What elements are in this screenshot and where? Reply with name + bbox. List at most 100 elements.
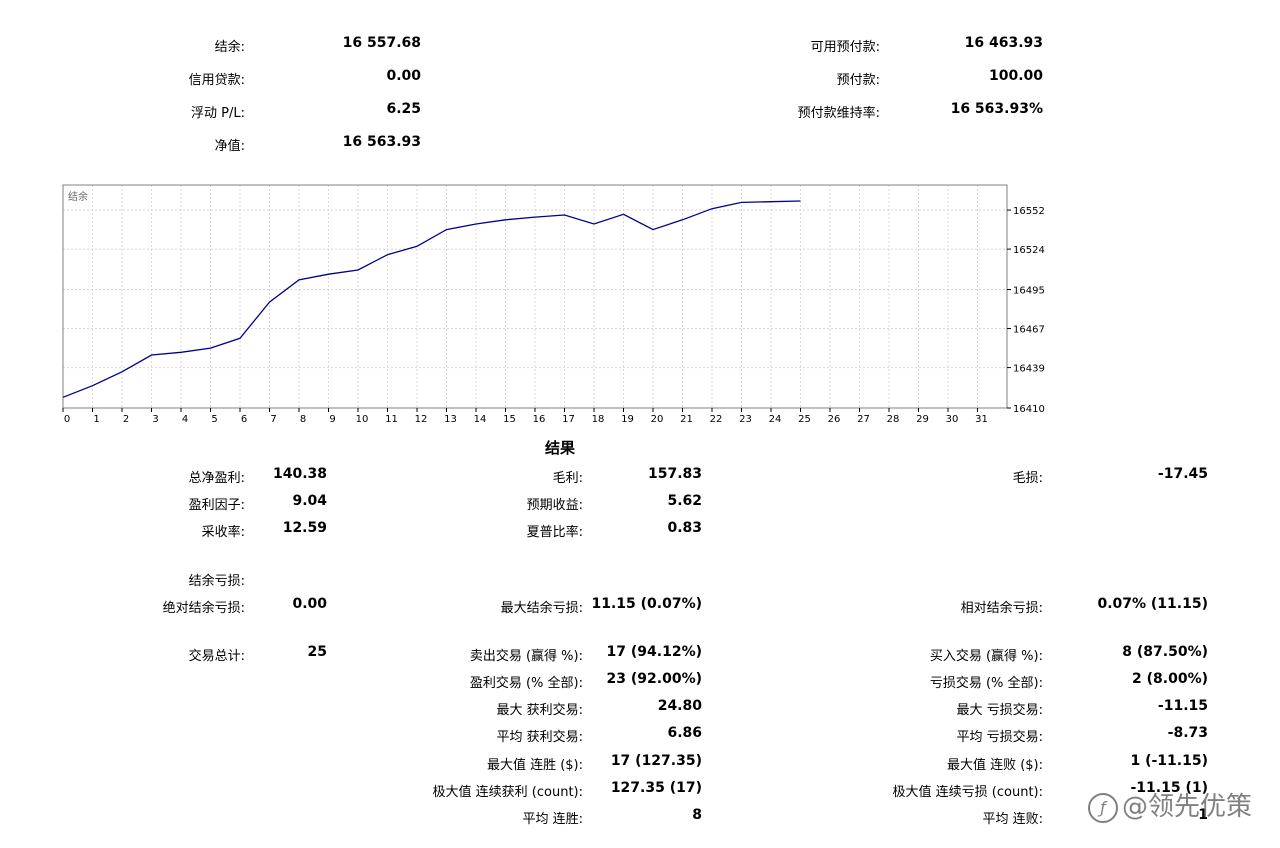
x-axis: 0 1 2 3 4 5 6 7 8 9 10 11 12 13 14 15 16 17 18 19 20 21 22 23 24… <box>62 408 988 425</box>
y-tick-label: 16439 <box>1013 364 1045 375</box>
largest-loss-trade-value: -11.15 <box>1157 698 1208 714</box>
x-tick-label: 8 <box>300 414 306 425</box>
max-balance-drawdown-value: 11.15 (0.07%) <box>591 596 702 612</box>
free-margin-label: 可用预付款: <box>810 40 880 55</box>
credit-value: 0.00 <box>386 68 421 84</box>
total-trades-label: 交易总计: <box>188 649 245 664</box>
x-tick-label: 11 <box>385 414 398 425</box>
y-tick-label: 16467 <box>1013 325 1045 336</box>
x-tick-label: 13 <box>444 414 457 425</box>
average-loss-trade-label: 平均 亏损交易: <box>956 730 1043 745</box>
x-tick-label: 27 <box>857 414 870 425</box>
y-tick-label: 16552 <box>1013 206 1045 217</box>
x-tick-label: 16 <box>533 414 546 425</box>
average-profit-trade-label: 平均 获利交易: <box>496 730 583 745</box>
sharpe-ratio-label: 夏普比率: <box>526 525 583 540</box>
x-tick-label: 9 <box>329 414 335 425</box>
relative-balance-drawdown-label: 相对结余亏损: <box>960 601 1043 616</box>
x-tick-label: 18 <box>592 414 605 425</box>
x-tick-label: 30 <box>946 414 959 425</box>
maximal-consecutive-profit-value: 127.35 (17) <box>610 780 702 796</box>
recovery-factor-value: 12.59 <box>282 520 327 536</box>
zhihu-logo-icon: ƒ <box>1088 792 1118 823</box>
floating-pl-label: 浮动 P/L: <box>191 106 245 121</box>
max-consecutive-losses-value: 1 (-11.15) <box>1130 753 1208 769</box>
watermark-text: @领先优策 <box>1122 792 1253 822</box>
abs-balance-drawdown-label: 绝对结余亏损: <box>162 601 245 616</box>
x-tick-label: 24 <box>769 414 782 425</box>
balance-series-line <box>62 200 801 398</box>
x-tick-label: 15 <box>503 414 516 425</box>
gross-loss-label: 毛损: <box>1012 471 1043 486</box>
x-tick-label: 3 <box>152 414 158 425</box>
abs-balance-drawdown-value: 0.00 <box>292 596 327 612</box>
balance-label: 结余: <box>214 40 245 55</box>
gross-profit-value: 157.83 <box>647 466 702 482</box>
largest-loss-trade-label: 最大 亏损交易: <box>956 703 1043 718</box>
loss-trades-value: 2 (8.00%) <box>1132 671 1208 687</box>
x-tick-label: 28 <box>887 414 900 425</box>
margin-label: 预付款: <box>836 73 880 88</box>
chart-title: 结余 <box>68 190 88 203</box>
results-title: 结果 <box>544 439 575 457</box>
short-trades-label: 卖出交易 (赢得 %): <box>469 649 583 664</box>
x-tick-label: 26 <box>828 414 841 425</box>
floating-pl-value: 6.25 <box>386 101 421 117</box>
average-loss-trade-value: -8.73 <box>1167 725 1208 741</box>
x-tick-label: 1 <box>93 414 99 425</box>
margin-level-label: 预付款维持率: <box>797 106 880 121</box>
expected-payoff-label: 预期收益: <box>526 498 583 513</box>
average-profit-trade-value: 6.86 <box>667 725 702 741</box>
relative-balance-drawdown-value: 0.07% (11.15) <box>1097 596 1208 612</box>
x-tick-label: 25 <box>798 414 811 425</box>
y-tick-label: 16410 <box>1013 404 1045 415</box>
gross-profit-label: 毛利: <box>552 471 583 486</box>
margin-value: 100.00 <box>988 68 1043 84</box>
maximal-consecutive-loss-value: -11.15 (1) <box>1130 780 1208 796</box>
loss-trades-label: 亏损交易 (% 全部): <box>929 676 1043 691</box>
max-consecutive-wins-label: 最大值 连胜 ($): <box>486 758 583 773</box>
x-tick-label: 2 <box>123 414 129 425</box>
profit-factor-label: 盈利因子: <box>188 498 245 513</box>
sharpe-ratio-value: 0.83 <box>667 520 702 536</box>
largest-profit-trade-value: 24.80 <box>657 698 702 714</box>
maximal-consecutive-profit-label: 极大值 连续获利 (count): <box>432 785 583 800</box>
total-net-profit-label: 总净盈利: <box>188 471 245 486</box>
x-tick-label: 6 <box>241 414 247 425</box>
x-tick-label: 12 <box>415 414 428 425</box>
expected-payoff-value: 5.62 <box>667 493 702 509</box>
largest-profit-trade-label: 最大 获利交易: <box>496 703 583 718</box>
short-trades-value: 17 (94.12%) <box>606 644 702 660</box>
average-consecutive-wins-label: 平均 连胜: <box>522 812 583 827</box>
profit-trades-label: 盈利交易 (% 全部): <box>469 676 583 691</box>
x-tick-label: 14 <box>474 414 487 425</box>
total-net-profit-value: 140.38 <box>272 466 327 482</box>
profit-trades-value: 23 (92.00%) <box>606 671 702 687</box>
balance-value: 16 557.68 <box>342 35 421 51</box>
x-tick-label: 4 <box>182 414 188 425</box>
average-consecutive-wins-value: 8 <box>692 807 702 823</box>
average-consecutive-losses-value: 1 <box>1198 807 1208 823</box>
recovery-factor-label: 采收率: <box>201 525 245 540</box>
x-tick-label: 10 <box>356 414 369 425</box>
x-tick-label: 23 <box>739 414 752 425</box>
x-tick-label: 20 <box>651 414 664 425</box>
y-tick-label: 16495 <box>1013 286 1045 297</box>
profit-factor-value: 9.04 <box>292 493 327 509</box>
balance-chart: 结余 0 1 2 3 4 5 6 7 8 9 10 11 12 13 14 15 16 17 18 19 20 21 22 2… <box>62 184 1045 425</box>
chart-grid <box>63 185 1007 408</box>
x-tick-label: 29 <box>916 414 929 425</box>
max-balance-drawdown-label: 最大结余亏损: <box>500 601 583 616</box>
max-consecutive-wins-value: 17 (127.35) <box>610 753 702 769</box>
x-tick-label: 7 <box>270 414 276 425</box>
margin-level-value: 16 563.93% <box>950 101 1043 117</box>
gross-loss-value: -17.45 <box>1157 466 1208 482</box>
watermark: ƒ @领先优策 <box>1088 786 1252 823</box>
x-tick-label: 31 <box>975 414 988 425</box>
balance-drawdown-label: 结余亏损: <box>188 574 245 589</box>
max-consecutive-losses-label: 最大值 连败 ($): <box>946 758 1043 773</box>
equity-label: 净值: <box>214 139 245 154</box>
total-trades-value: 25 <box>307 644 327 660</box>
credit-label: 信用贷款: <box>188 73 245 88</box>
free-margin-value: 16 463.93 <box>964 35 1043 51</box>
